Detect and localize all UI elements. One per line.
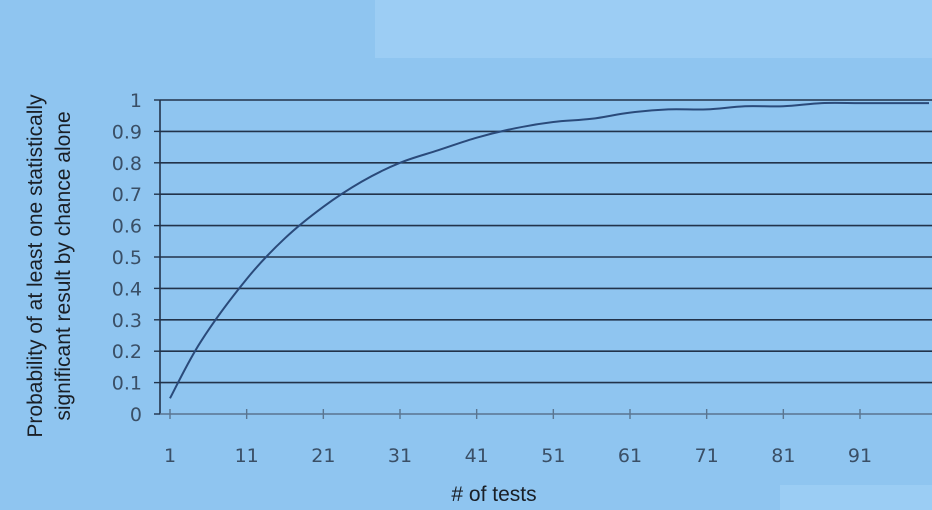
series-line (169, 101, 929, 399)
top-highlight (375, 0, 932, 58)
y-axis-title-line-2: significant result by chance alone (52, 111, 75, 420)
y-tick-label: 0.4 (112, 278, 142, 300)
x-tick-label: 91 (848, 445, 872, 467)
y-tick-label: 0.1 (112, 373, 142, 395)
x-axis-title: # of tests (451, 483, 536, 506)
x-tick-label: 31 (388, 445, 412, 467)
y-tick-label: 1 (130, 90, 142, 112)
y-tick-label: 0.9 (112, 121, 142, 143)
y-tick-label: 0.2 (112, 341, 142, 363)
axes (154, 99, 932, 419)
x-tick-label: 41 (465, 445, 489, 467)
x-tick-label: 51 (541, 445, 565, 467)
y-tick-label: 0.7 (112, 184, 142, 206)
x-tick-labels: 1 11 21 31 41 51 61 71 81 91 (164, 445, 872, 467)
x-tick-label: 1 (164, 445, 176, 467)
y-tick-label: 0 (130, 404, 142, 426)
y-tick-labels: 0 0.1 0.2 0.3 0.4 0.5 0.6 0.7 0.8 0.9 1 (112, 90, 142, 426)
y-axis-title-line-1: Probability of at least one statisticall… (24, 94, 47, 438)
x-tick-label: 21 (311, 445, 335, 467)
y-tick-label: 0.8 (112, 153, 142, 175)
x-tick-label: 61 (618, 445, 642, 467)
x-tick-label: 11 (235, 445, 259, 467)
gridlines (160, 99, 932, 384)
y-tick-label: 0.5 (112, 247, 142, 269)
bottom-highlight (780, 485, 932, 510)
x-tick-label: 71 (695, 445, 719, 467)
y-tick-label: 0.6 (112, 216, 142, 238)
x-tick-label: 81 (771, 445, 795, 467)
y-tick-label: 0.3 (112, 310, 142, 332)
